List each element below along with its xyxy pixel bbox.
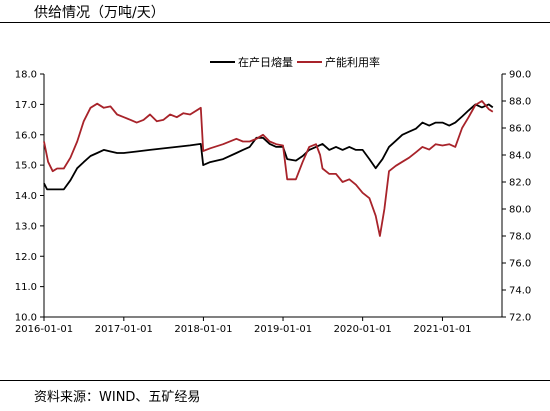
right-tick-label: 90.0 bbox=[509, 70, 531, 81]
x-tick-label: 2020-01-01 bbox=[334, 324, 392, 335]
source-note: 资料来源：WIND、五矿经易 bbox=[34, 390, 201, 405]
legend-label-utilization: 产能利用率 bbox=[325, 55, 380, 69]
right-tick-label: 72.0 bbox=[509, 313, 531, 324]
left-tick-label: 14.0 bbox=[15, 191, 37, 202]
left-axis-ticks: 10.0 11.0 12.0 13.0 14.0 15.0 16.0 17.0 18.0 bbox=[15, 70, 44, 324]
left-tick-label: 11.0 bbox=[15, 282, 37, 293]
left-tick-label: 17.0 bbox=[15, 100, 37, 111]
x-tick-label: 2021-01-01 bbox=[413, 324, 471, 335]
left-tick-label: 16.0 bbox=[15, 130, 37, 141]
legend-label-production: 在产日熔量 bbox=[238, 55, 293, 69]
left-tick-label: 12.0 bbox=[15, 252, 37, 263]
series-group bbox=[43, 100, 494, 237]
right-tick-label: 76.0 bbox=[509, 259, 531, 270]
right-tick-label: 78.0 bbox=[509, 232, 531, 243]
x-axis-ticks: 2016-01-01 2017-01-01 2018-01-01 2019-01-01… bbox=[15, 317, 472, 335]
x-tick-label: 2016-01-01 bbox=[15, 324, 73, 335]
chart-title: 供给情况（万吨/天） bbox=[34, 5, 165, 21]
x-tick-label: 2018-01-01 bbox=[174, 324, 232, 335]
left-tick-label: 10.0 bbox=[15, 313, 37, 324]
right-tick-label: 86.0 bbox=[509, 124, 531, 135]
left-tick-label: 18.0 bbox=[15, 70, 37, 81]
right-tick-label: 88.0 bbox=[509, 97, 531, 108]
x-tick-label: 2019-01-01 bbox=[254, 324, 312, 335]
title-divider bbox=[0, 22, 550, 23]
right-tick-label: 80.0 bbox=[509, 205, 531, 216]
source-divider bbox=[0, 380, 550, 381]
legend: 在产日熔量 产能利用率 bbox=[210, 55, 380, 69]
left-tick-label: 15.0 bbox=[15, 161, 37, 172]
series-line-production bbox=[43, 103, 494, 191]
right-axis-ticks: 72.0 74.0 76.0 78.0 80.0 82.0 84.0 86.0 88.0 90.0 bbox=[502, 70, 531, 324]
right-tick-label: 84.0 bbox=[509, 151, 531, 162]
series-line-utilization bbox=[43, 100, 494, 237]
right-tick-label: 74.0 bbox=[509, 286, 531, 297]
x-tick-label: 2017-01-01 bbox=[95, 324, 153, 335]
right-tick-label: 82.0 bbox=[509, 178, 531, 189]
left-tick-label: 13.0 bbox=[15, 221, 37, 232]
